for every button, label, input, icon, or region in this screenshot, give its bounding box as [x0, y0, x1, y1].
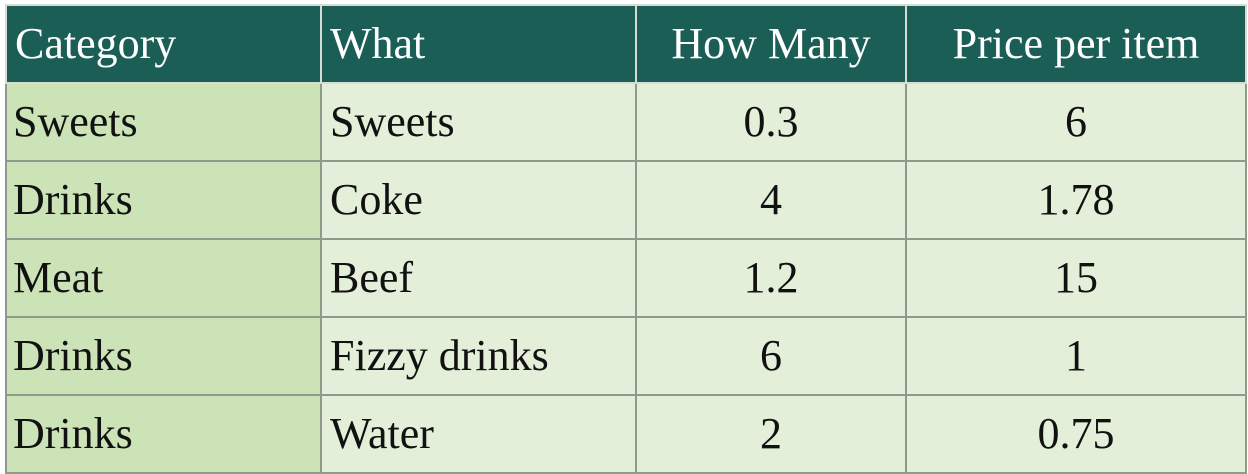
cell-price-per-item[interactable]: 1.78	[905, 160, 1247, 240]
cell-what[interactable]: Water	[320, 394, 637, 474]
cell-price-per-item[interactable]: 0.75	[905, 394, 1247, 474]
header-row: Category What How Many Price per item	[5, 4, 1247, 84]
table-row: Drinks Water 2 0.75	[5, 394, 1247, 474]
data-table: Category What How Many Price per item Sw…	[5, 4, 1247, 474]
cell-what[interactable]: Beef	[320, 238, 637, 318]
cell-category[interactable]: Sweets	[5, 82, 322, 162]
cell-what[interactable]: Sweets	[320, 82, 637, 162]
cell-how-many[interactable]: 1.2	[635, 238, 907, 318]
table-row: Meat Beef 1.2 15	[5, 238, 1247, 318]
header-category: Category	[5, 4, 322, 84]
cell-category[interactable]: Meat	[5, 238, 322, 318]
cell-category[interactable]: Drinks	[5, 316, 322, 396]
cell-price-per-item[interactable]: 6	[905, 82, 1247, 162]
cell-category[interactable]: Drinks	[5, 160, 322, 240]
cell-category[interactable]: Drinks	[5, 394, 322, 474]
table-row: Drinks Fizzy drinks 6 1	[5, 316, 1247, 396]
cell-price-per-item[interactable]: 15	[905, 238, 1247, 318]
cell-how-many[interactable]: 4	[635, 160, 907, 240]
cell-how-many[interactable]: 0.3	[635, 82, 907, 162]
cell-how-many[interactable]: 2	[635, 394, 907, 474]
cell-what[interactable]: Fizzy drinks	[320, 316, 637, 396]
header-what: What	[320, 4, 637, 84]
table-row: Sweets Sweets 0.3 6	[5, 82, 1247, 162]
header-how-many: How Many	[635, 4, 907, 84]
header-price-per-item: Price per item	[905, 4, 1247, 84]
cell-what[interactable]: Coke	[320, 160, 637, 240]
cell-how-many[interactable]: 6	[635, 316, 907, 396]
cell-price-per-item[interactable]: 1	[905, 316, 1247, 396]
table-row: Drinks Coke 4 1.78	[5, 160, 1247, 240]
